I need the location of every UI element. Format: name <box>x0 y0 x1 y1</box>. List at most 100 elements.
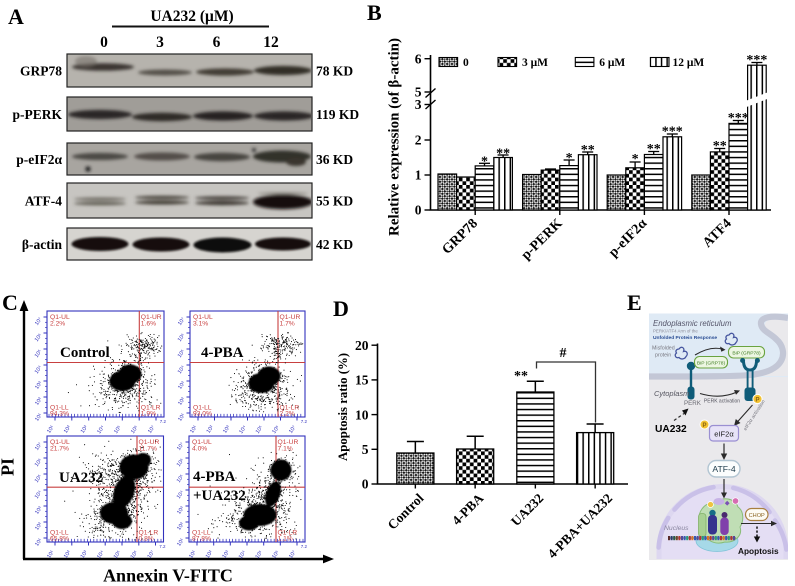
svg-text:2: 2 <box>415 133 422 148</box>
svg-text:78 KD: 78 KD <box>316 64 353 79</box>
svg-text:ATF-4: ATF-4 <box>25 194 62 209</box>
svg-text:119 KD: 119 KD <box>316 107 359 122</box>
svg-text:10²: 10² <box>206 425 216 435</box>
svg-text:6: 6 <box>415 51 422 66</box>
svg-text:p-eIF2α: p-eIF2α <box>16 152 62 167</box>
svg-text:Unfolded Protein Response: Unfolded Protein Response <box>653 335 717 341</box>
svg-text:2.2%: 2.2% <box>50 321 65 328</box>
svg-text:55 KD: 55 KD <box>316 194 353 209</box>
svg-text:Q1-UL: Q1-UL <box>193 314 213 321</box>
svg-text:*: * <box>566 151 573 166</box>
svg-text:GRP78: GRP78 <box>20 64 62 79</box>
svg-text:Cytoplasm: Cytoplasm <box>654 389 689 398</box>
svg-text:10⁵: 10⁵ <box>33 348 44 359</box>
svg-text:Q1-UL: Q1-UL <box>50 314 70 321</box>
svg-text:10⁵: 10⁵ <box>254 424 265 435</box>
svg-text:10⁷: 10⁷ <box>33 441 43 452</box>
svg-text:10¹: 10¹ <box>176 538 186 548</box>
svg-text:P: P <box>755 397 759 403</box>
svg-text:β-actin: β-actin <box>22 237 63 252</box>
svg-text:7.2: 7.2 <box>160 419 167 424</box>
svg-text:10⁶: 10⁶ <box>270 549 281 560</box>
svg-text:BiP (GRP78): BiP (GRP78) <box>732 351 761 357</box>
svg-text:65.8%: 65.8% <box>50 536 69 543</box>
svg-text:10³: 10³ <box>80 425 90 435</box>
svg-text:10⁴: 10⁴ <box>175 489 186 500</box>
svg-text:12: 12 <box>263 34 279 51</box>
svg-text:Q1-UR: Q1-UR <box>141 314 162 321</box>
svg-text:12 μM: 12 μM <box>673 57 705 69</box>
svg-text:10: 10 <box>355 407 369 422</box>
svg-text:10²: 10² <box>205 550 215 560</box>
svg-text:10¹: 10¹ <box>34 538 44 548</box>
svg-text:2.2%: 2.2% <box>280 411 295 418</box>
svg-text:10⁶: 10⁶ <box>33 457 44 468</box>
svg-text:10⁴: 10⁴ <box>238 424 249 435</box>
svg-text:P: P <box>702 423 706 429</box>
svg-text:Q1-LR: Q1-LR <box>278 530 298 537</box>
svg-text:10⁷: 10⁷ <box>175 441 185 452</box>
svg-text:10²: 10² <box>63 425 73 435</box>
svg-text:UA232: UA232 <box>59 470 103 486</box>
svg-text:0.8%: 0.8% <box>139 536 154 543</box>
svg-text:**: ** <box>713 139 727 154</box>
svg-text:93.0%: 93.0% <box>193 411 212 418</box>
svg-text:0: 0 <box>415 203 422 218</box>
svg-text:Q1-UR: Q1-UR <box>280 314 301 321</box>
svg-text:10⁴: 10⁴ <box>96 424 107 435</box>
svg-text:Q1-LL: Q1-LL <box>50 530 69 537</box>
svg-text:Q1-LL: Q1-LL <box>192 530 211 537</box>
svg-text:1.1%: 1.1% <box>278 536 293 543</box>
svg-text:10³: 10³ <box>222 425 232 435</box>
svg-text:3: 3 <box>156 34 164 51</box>
svg-text:1: 1 <box>415 168 422 183</box>
svg-text:4-PBA: 4-PBA <box>193 469 236 485</box>
svg-text:4.0%: 4.0% <box>192 446 207 453</box>
svg-text:10⁵: 10⁵ <box>254 549 265 560</box>
svg-text:6: 6 <box>213 34 221 51</box>
svg-text:Apoptosis ratio (%): Apoptosis ratio (%) <box>336 353 350 461</box>
svg-text:A: A <box>8 4 24 29</box>
svg-text:BiP (GRP78): BiP (GRP78) <box>697 361 726 367</box>
svg-text:Q1-LR: Q1-LR <box>139 530 159 537</box>
svg-text:7.2: 7.2 <box>301 544 308 549</box>
svg-text:4-PBA: 4-PBA <box>201 345 244 361</box>
svg-text:10¹: 10¹ <box>177 413 187 423</box>
svg-text:p-PERK: p-PERK <box>12 107 62 122</box>
svg-text:Annexin V-FITC: Annexin V-FITC <box>103 566 233 586</box>
svg-text:10⁷: 10⁷ <box>176 316 186 327</box>
svg-text:eIF2α: eIF2α <box>714 429 734 438</box>
svg-text:10⁵: 10⁵ <box>33 473 44 484</box>
svg-text:0: 0 <box>100 34 108 51</box>
svg-text:10²: 10² <box>34 522 44 532</box>
svg-text:3.1%: 3.1% <box>193 321 208 328</box>
svg-text:Control: Control <box>60 345 110 361</box>
svg-text:Q1-LL: Q1-LL <box>193 405 212 412</box>
svg-text:Q1-UL: Q1-UL <box>192 439 212 446</box>
svg-text:PERK: PERK <box>684 400 702 407</box>
svg-text:10²: 10² <box>34 397 44 407</box>
svg-text:3 μM: 3 μM <box>522 57 548 69</box>
svg-text:10⁷: 10⁷ <box>146 549 156 560</box>
svg-text:protein: protein <box>655 353 671 359</box>
svg-text:Q1-UL: Q1-UL <box>50 439 70 446</box>
svg-text:10⁴: 10⁴ <box>95 549 106 560</box>
svg-text:94.3%: 94.3% <box>50 411 69 418</box>
svg-text:10³: 10³ <box>34 506 44 516</box>
svg-text:6 μM: 6 μM <box>599 57 625 69</box>
svg-text:21.7%: 21.7% <box>50 446 69 453</box>
svg-text:B: B <box>367 0 382 25</box>
svg-text:#: # <box>560 346 567 361</box>
svg-text:**: ** <box>581 143 595 158</box>
svg-text:10⁴: 10⁴ <box>33 364 44 375</box>
svg-text:10⁶: 10⁶ <box>271 424 282 435</box>
svg-text:10⁵: 10⁵ <box>175 473 186 484</box>
svg-text:10¹: 10¹ <box>34 413 44 423</box>
svg-text:ATF-4: ATF-4 <box>712 464 735 474</box>
svg-text:*: * <box>481 155 488 170</box>
svg-text:10⁵: 10⁵ <box>176 348 187 359</box>
svg-text:+UA232: +UA232 <box>193 488 246 504</box>
svg-text:Q1-LR: Q1-LR <box>280 405 300 412</box>
svg-text:10⁵: 10⁵ <box>112 424 123 435</box>
svg-text:PI: PI <box>0 458 18 476</box>
